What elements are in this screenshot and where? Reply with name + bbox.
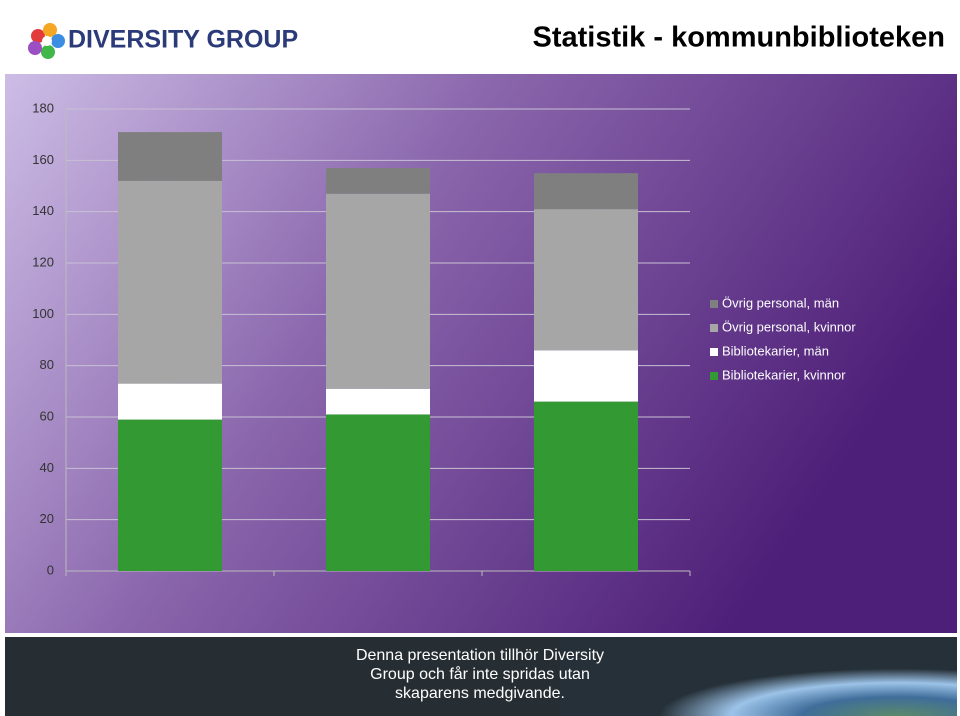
bar-segment [326, 168, 430, 194]
logo [28, 23, 65, 59]
y-tick-label: 60 [40, 408, 54, 423]
legend-label: Bibliotekarier, män [722, 343, 829, 358]
legend-swatch [710, 300, 718, 308]
y-tick-label: 80 [40, 357, 54, 372]
bar-segment [326, 388, 430, 415]
y-tick-label: 160 [32, 152, 54, 167]
bar-segment [534, 401, 638, 571]
legend-label: Övrig personal, män [722, 295, 839, 310]
bar-segment [118, 419, 222, 571]
bar-segment [534, 350, 638, 402]
footer-text: Denna presentation tillhör Diversity [356, 647, 604, 664]
logo-text: DIVERSITY GROUP [68, 26, 298, 54]
bar-segment [534, 173, 638, 210]
bar-segment [118, 383, 222, 420]
bar-segment [118, 180, 222, 384]
footer-text: skaparens medgivande. [395, 685, 565, 702]
y-tick-label: 120 [32, 254, 54, 269]
y-tick-label: 140 [32, 203, 54, 218]
y-tick-label: 0 [47, 562, 54, 577]
legend-swatch [710, 324, 718, 332]
footer-image [560, 637, 957, 716]
y-tick-label: 40 [40, 460, 54, 475]
bar-segment [534, 209, 638, 351]
slide-title: Statistik - kommunbiblioteken [533, 22, 946, 54]
footer-text: Group och får inte spridas utan [370, 665, 590, 683]
y-tick-label: 100 [32, 306, 54, 321]
legend-label: Bibliotekarier, kvinnor [722, 367, 846, 382]
bar-segment [326, 193, 430, 389]
y-tick-label: 20 [40, 511, 54, 526]
plot: 0 20 40 60 80 100 120 140 160 180 Bibliotekarier, … [32, 100, 856, 577]
bar-segment [118, 132, 222, 181]
bar-segment [326, 414, 430, 571]
legend-swatch [710, 348, 718, 356]
legend-swatch [710, 372, 718, 380]
legend-label: Övrig personal, kvinnor [722, 319, 856, 334]
y-tick-label: 180 [32, 100, 54, 115]
footer: Denna presentation tillhör DiversityGrou… [356, 647, 604, 702]
